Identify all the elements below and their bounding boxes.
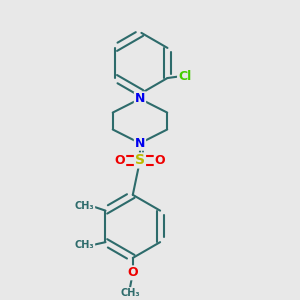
Text: S: S: [135, 153, 145, 167]
Text: N: N: [135, 92, 145, 105]
Text: CH₃: CH₃: [75, 240, 94, 250]
Text: CH₃: CH₃: [75, 201, 94, 211]
Text: Cl: Cl: [178, 70, 191, 83]
Text: N: N: [135, 137, 145, 150]
Text: CH₃: CH₃: [120, 288, 140, 298]
Text: O: O: [128, 266, 138, 279]
Text: O: O: [155, 154, 165, 167]
Text: O: O: [115, 154, 125, 167]
